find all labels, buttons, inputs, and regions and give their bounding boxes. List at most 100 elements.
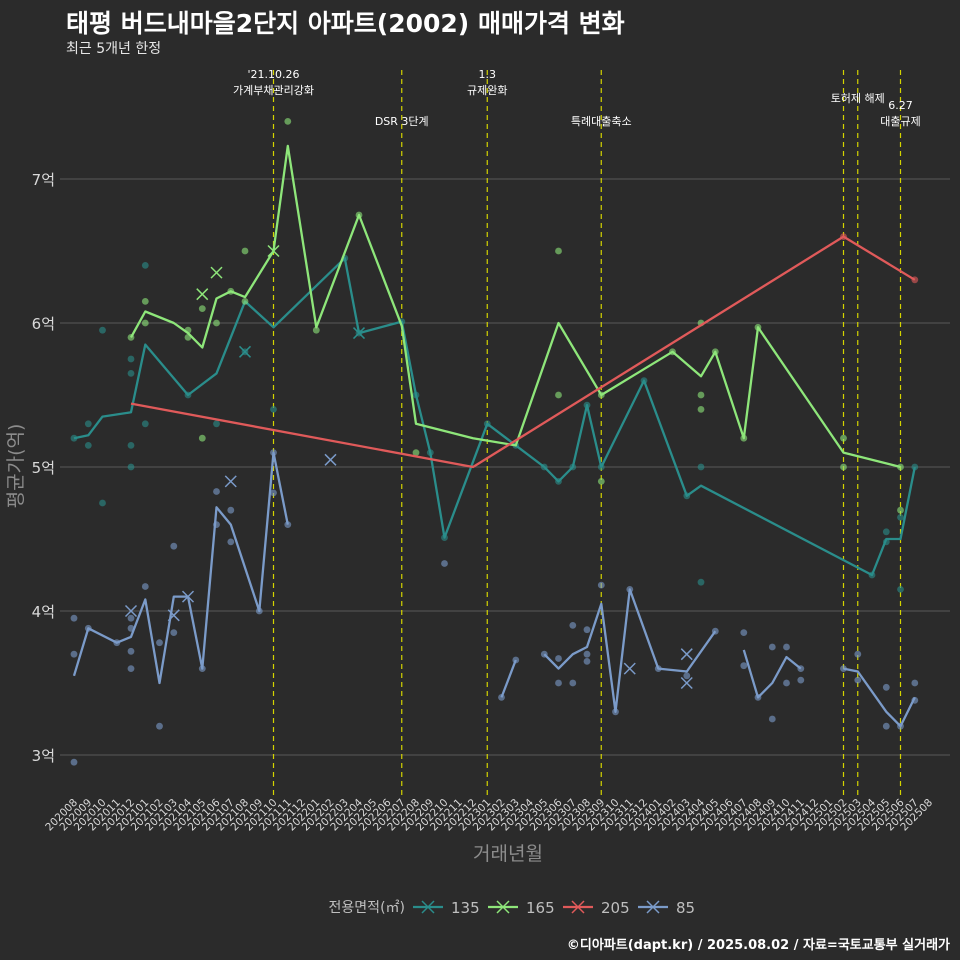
data-point — [740, 629, 748, 636]
data-point — [897, 506, 904, 514]
data-point — [897, 463, 904, 471]
data-point — [911, 463, 919, 471]
data-point — [540, 650, 548, 658]
data-point — [170, 542, 178, 550]
data-point — [270, 449, 277, 456]
legend-item-135: 135 — [413, 899, 480, 917]
data-point — [911, 679, 919, 687]
data-point — [768, 715, 776, 723]
series-line — [543, 588, 717, 713]
data-point — [70, 650, 78, 658]
data-point — [227, 538, 235, 546]
data-point — [555, 478, 562, 485]
data-point — [797, 665, 805, 672]
data-point — [555, 247, 562, 255]
data-point — [70, 614, 78, 622]
source-caption: ©디아파트(dapt.kr) / 2025.08.02 / 자료=국토교통부 실… — [566, 938, 950, 953]
data-point — [213, 521, 220, 528]
data-point — [84, 442, 92, 449]
data-point — [426, 449, 434, 456]
data-point — [583, 650, 591, 658]
annotation-label: DSR 3단계 — [375, 115, 429, 128]
legend: 전용면적(㎡) 135 165 205 85 — [329, 899, 696, 917]
data-point — [241, 247, 249, 255]
data-point — [213, 319, 220, 327]
data-point — [127, 665, 135, 672]
axes: 3억4억5억6억7억202008202009202010202011202012… — [32, 171, 935, 833]
data-point — [184, 326, 192, 334]
data-point — [127, 355, 135, 363]
data-point — [583, 658, 591, 665]
data-cross — [352, 327, 366, 340]
data-point — [583, 626, 591, 634]
data-point — [640, 377, 648, 384]
data-point — [654, 665, 662, 672]
data-point — [270, 489, 277, 497]
data-point — [84, 624, 92, 632]
legend-label: 205 — [601, 899, 630, 917]
chart-subtitle: 최근 5개년 한정 — [66, 41, 162, 57]
data-point — [227, 506, 235, 514]
data-point — [897, 514, 904, 521]
series-205 — [130, 233, 919, 469]
data-point — [127, 442, 135, 449]
data-point — [840, 665, 847, 672]
data-point — [754, 323, 762, 331]
data-point — [911, 276, 919, 284]
data-point — [70, 434, 78, 442]
series-line — [129, 144, 901, 469]
data-cross — [324, 453, 337, 466]
data-point — [184, 334, 192, 341]
data-point — [198, 434, 206, 442]
data-point — [597, 478, 605, 485]
data-point — [768, 643, 776, 651]
data-point — [569, 463, 577, 471]
data-point — [141, 298, 149, 305]
data-cross — [224, 475, 237, 488]
data-cross — [680, 648, 693, 661]
data-cross — [267, 244, 280, 258]
data-point — [441, 534, 448, 541]
data-cross — [181, 590, 195, 603]
series-165 — [127, 118, 904, 514]
data-point — [555, 679, 562, 687]
annotation-label: 대출규제 — [880, 115, 920, 128]
annotation-label: 1.3 — [479, 68, 497, 81]
x-axis-title: 거래년월 — [473, 843, 543, 865]
grid-lines — [60, 178, 950, 756]
data-point — [569, 622, 577, 629]
data-point — [897, 586, 904, 593]
legend-key-cross — [496, 900, 510, 914]
data-point — [697, 406, 705, 413]
legend-title: 전용면적(㎡) — [329, 900, 405, 916]
data-point — [597, 391, 605, 399]
data-point — [711, 348, 719, 356]
data-cross — [680, 676, 693, 690]
data-cross — [196, 288, 209, 301]
data-point — [612, 708, 619, 716]
data-point — [683, 672, 691, 680]
legend-item-85: 85 — [638, 899, 695, 917]
data-point — [783, 679, 790, 687]
data-point — [483, 420, 491, 428]
data-point — [854, 676, 862, 684]
data-point — [141, 262, 149, 269]
series-line — [843, 667, 916, 728]
y-axis-title: 평균가(억) — [5, 424, 27, 509]
data-point — [882, 722, 890, 730]
legend-key-cross — [421, 900, 435, 914]
series-line — [130, 235, 916, 469]
data-point — [412, 391, 420, 399]
data-point — [127, 614, 135, 622]
data-point — [241, 298, 249, 305]
data-point — [156, 639, 163, 647]
y-tick-label: 5억 — [32, 459, 55, 477]
data-point — [669, 348, 676, 356]
chart-title: 태평 버드내마을2단지 아파트(2002) 매매가격 변화 — [66, 9, 625, 38]
data-point — [170, 629, 178, 636]
data-point — [555, 391, 562, 399]
legend-label: 135 — [451, 899, 480, 917]
data-point — [897, 722, 904, 730]
data-point — [498, 694, 505, 701]
